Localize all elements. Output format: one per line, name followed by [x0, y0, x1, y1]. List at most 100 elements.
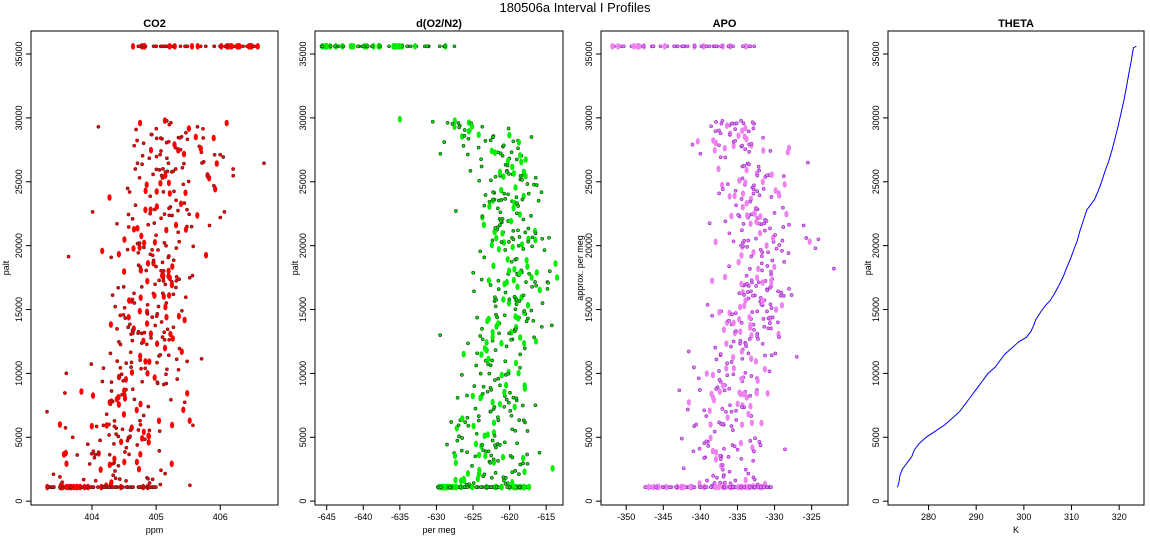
- data-point: [766, 250, 770, 255]
- y-tick-label: 20000: [298, 233, 308, 258]
- data-point: [507, 131, 512, 139]
- data-point: [155, 340, 160, 348]
- data-point: [733, 478, 738, 483]
- data-point: [484, 449, 488, 454]
- data-point: [690, 142, 695, 147]
- data-point: [534, 269, 539, 276]
- data-point: [174, 246, 179, 250]
- data-point: [769, 277, 774, 285]
- data-point: [643, 485, 648, 489]
- data-point: [523, 156, 528, 163]
- data-point: [701, 43, 706, 50]
- data-point: [523, 230, 528, 235]
- data-point: [527, 271, 531, 276]
- data-point: [490, 358, 494, 363]
- data-point: [751, 126, 756, 131]
- data-point: [733, 127, 738, 131]
- data-point: [454, 483, 459, 491]
- data-point: [769, 353, 774, 358]
- data-point: [128, 350, 133, 355]
- data-point: [518, 173, 523, 178]
- data-point: [781, 225, 786, 229]
- data-point: [774, 246, 779, 251]
- data-point: [461, 350, 466, 358]
- data-point: [740, 356, 745, 361]
- data-point: [516, 243, 521, 248]
- data-point: [480, 391, 485, 396]
- data-point: [729, 212, 734, 220]
- data-point: [738, 328, 743, 336]
- data-point: [692, 44, 697, 49]
- data-point: [526, 316, 530, 321]
- data-point: [150, 315, 155, 319]
- data-point: [173, 167, 178, 171]
- data-point: [704, 44, 709, 49]
- data-point: [112, 455, 117, 463]
- data-point: [494, 297, 499, 302]
- data-point: [631, 43, 637, 50]
- data-point: [64, 483, 69, 491]
- data-point: [713, 129, 718, 134]
- data-point: [489, 147, 494, 155]
- data-point: [102, 485, 106, 489]
- data-point: [757, 193, 762, 198]
- data-point: [717, 369, 721, 373]
- data-point: [512, 403, 517, 411]
- data-point: [460, 415, 465, 422]
- data-point: [713, 238, 718, 246]
- data-point: [737, 316, 742, 323]
- data-point: [153, 323, 158, 328]
- data-point: [743, 476, 748, 484]
- data-point: [762, 365, 768, 373]
- data-point: [126, 212, 131, 217]
- data-point: [807, 238, 812, 245]
- data-point: [123, 450, 127, 454]
- data-point: [516, 369, 521, 377]
- data-point: [763, 228, 767, 233]
- data-point: [715, 475, 719, 480]
- data-point: [526, 239, 530, 244]
- data-point: [186, 179, 191, 184]
- data-point: [112, 419, 117, 423]
- data-point: [98, 466, 103, 474]
- data-point: [122, 395, 128, 402]
- data-point: [165, 367, 169, 372]
- data-point: [516, 139, 522, 146]
- data-point: [740, 176, 745, 181]
- data-point: [90, 210, 95, 214]
- data-point: [445, 120, 450, 125]
- data-point: [150, 253, 155, 258]
- data-point: [496, 459, 500, 463]
- data-point: [734, 418, 739, 422]
- data-point: [139, 232, 144, 240]
- y-tick-label: 10000: [584, 361, 594, 386]
- data-point: [711, 396, 717, 404]
- data-point: [761, 147, 766, 154]
- data-point: [480, 443, 485, 447]
- data-point: [498, 383, 502, 388]
- data-point: [772, 263, 777, 271]
- data-point: [719, 457, 723, 461]
- data-point: [501, 296, 506, 303]
- data-point: [736, 483, 741, 491]
- data-point: [487, 199, 492, 204]
- data-point: [94, 424, 99, 429]
- data-point: [132, 397, 137, 402]
- y-tick-label: 30000: [584, 105, 594, 130]
- data-point: [755, 334, 759, 339]
- data-point: [109, 398, 114, 403]
- data-point: [770, 258, 775, 263]
- data-point: [707, 407, 712, 415]
- data-point: [450, 122, 455, 126]
- data-point: [164, 313, 169, 321]
- data-point: [513, 307, 518, 312]
- data-point: [71, 483, 76, 491]
- data-point: [75, 453, 80, 457]
- data-point: [635, 43, 640, 50]
- data-point: [497, 400, 503, 408]
- data-point: [499, 483, 504, 491]
- data-point: [158, 352, 163, 357]
- data-point: [162, 212, 167, 216]
- data-point: [761, 187, 766, 191]
- data-point: [221, 155, 226, 159]
